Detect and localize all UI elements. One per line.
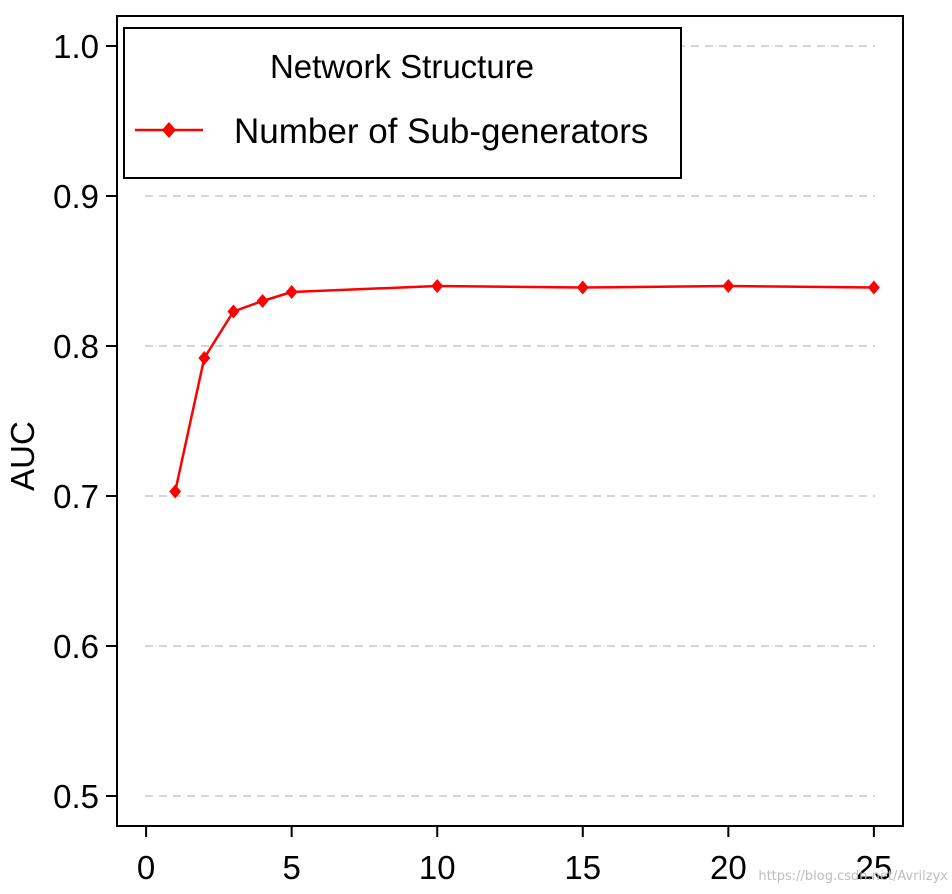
data-point-marker bbox=[431, 279, 444, 293]
legend-box bbox=[123, 27, 682, 179]
y-axis: 0.5 0.6 0.7 0.8 0.9 1.0 bbox=[53, 28, 117, 815]
data-point-marker bbox=[867, 280, 880, 295]
y-tick-label: 0.5 bbox=[53, 778, 99, 815]
series-group bbox=[169, 279, 880, 499]
x-axis: 0 5 10 15 20 25 bbox=[137, 826, 892, 886]
x-tick-label: 25 bbox=[856, 849, 893, 886]
legend-series-label: Number of Sub-generators bbox=[234, 112, 648, 151]
data-point-marker bbox=[722, 279, 735, 293]
data-point-marker bbox=[285, 285, 298, 299]
watermark: https://blog.csdn.net/Avrilzyx bbox=[758, 869, 948, 884]
y-tick-label: 0.7 bbox=[53, 478, 99, 515]
data-point-marker bbox=[198, 351, 211, 365]
legend: Network Structure Number of Sub-generato… bbox=[123, 27, 682, 179]
plot-frame bbox=[116, 15, 904, 827]
y-tick-label: 1.0 bbox=[53, 28, 99, 65]
x-tick-label: 0 bbox=[137, 849, 155, 886]
data-point-marker bbox=[576, 280, 589, 295]
x-tick-label: 5 bbox=[282, 849, 300, 886]
legend-diamond-marker bbox=[162, 122, 176, 138]
y-tick-label: 0.8 bbox=[53, 328, 99, 365]
y-tick-label: 0.9 bbox=[53, 178, 99, 215]
series-line bbox=[173, 284, 874, 492]
legend-title: Network Structure bbox=[270, 48, 534, 85]
data-point-marker bbox=[227, 304, 240, 319]
y-tick-label: 0.6 bbox=[53, 628, 99, 665]
data-point-marker bbox=[169, 484, 182, 499]
x-tick-label: 20 bbox=[710, 849, 747, 886]
data-point-marker bbox=[256, 294, 269, 308]
y-axis-title: AUC bbox=[4, 421, 41, 491]
x-tick-label: 10 bbox=[419, 849, 456, 886]
x-tick-label: 15 bbox=[564, 849, 601, 886]
